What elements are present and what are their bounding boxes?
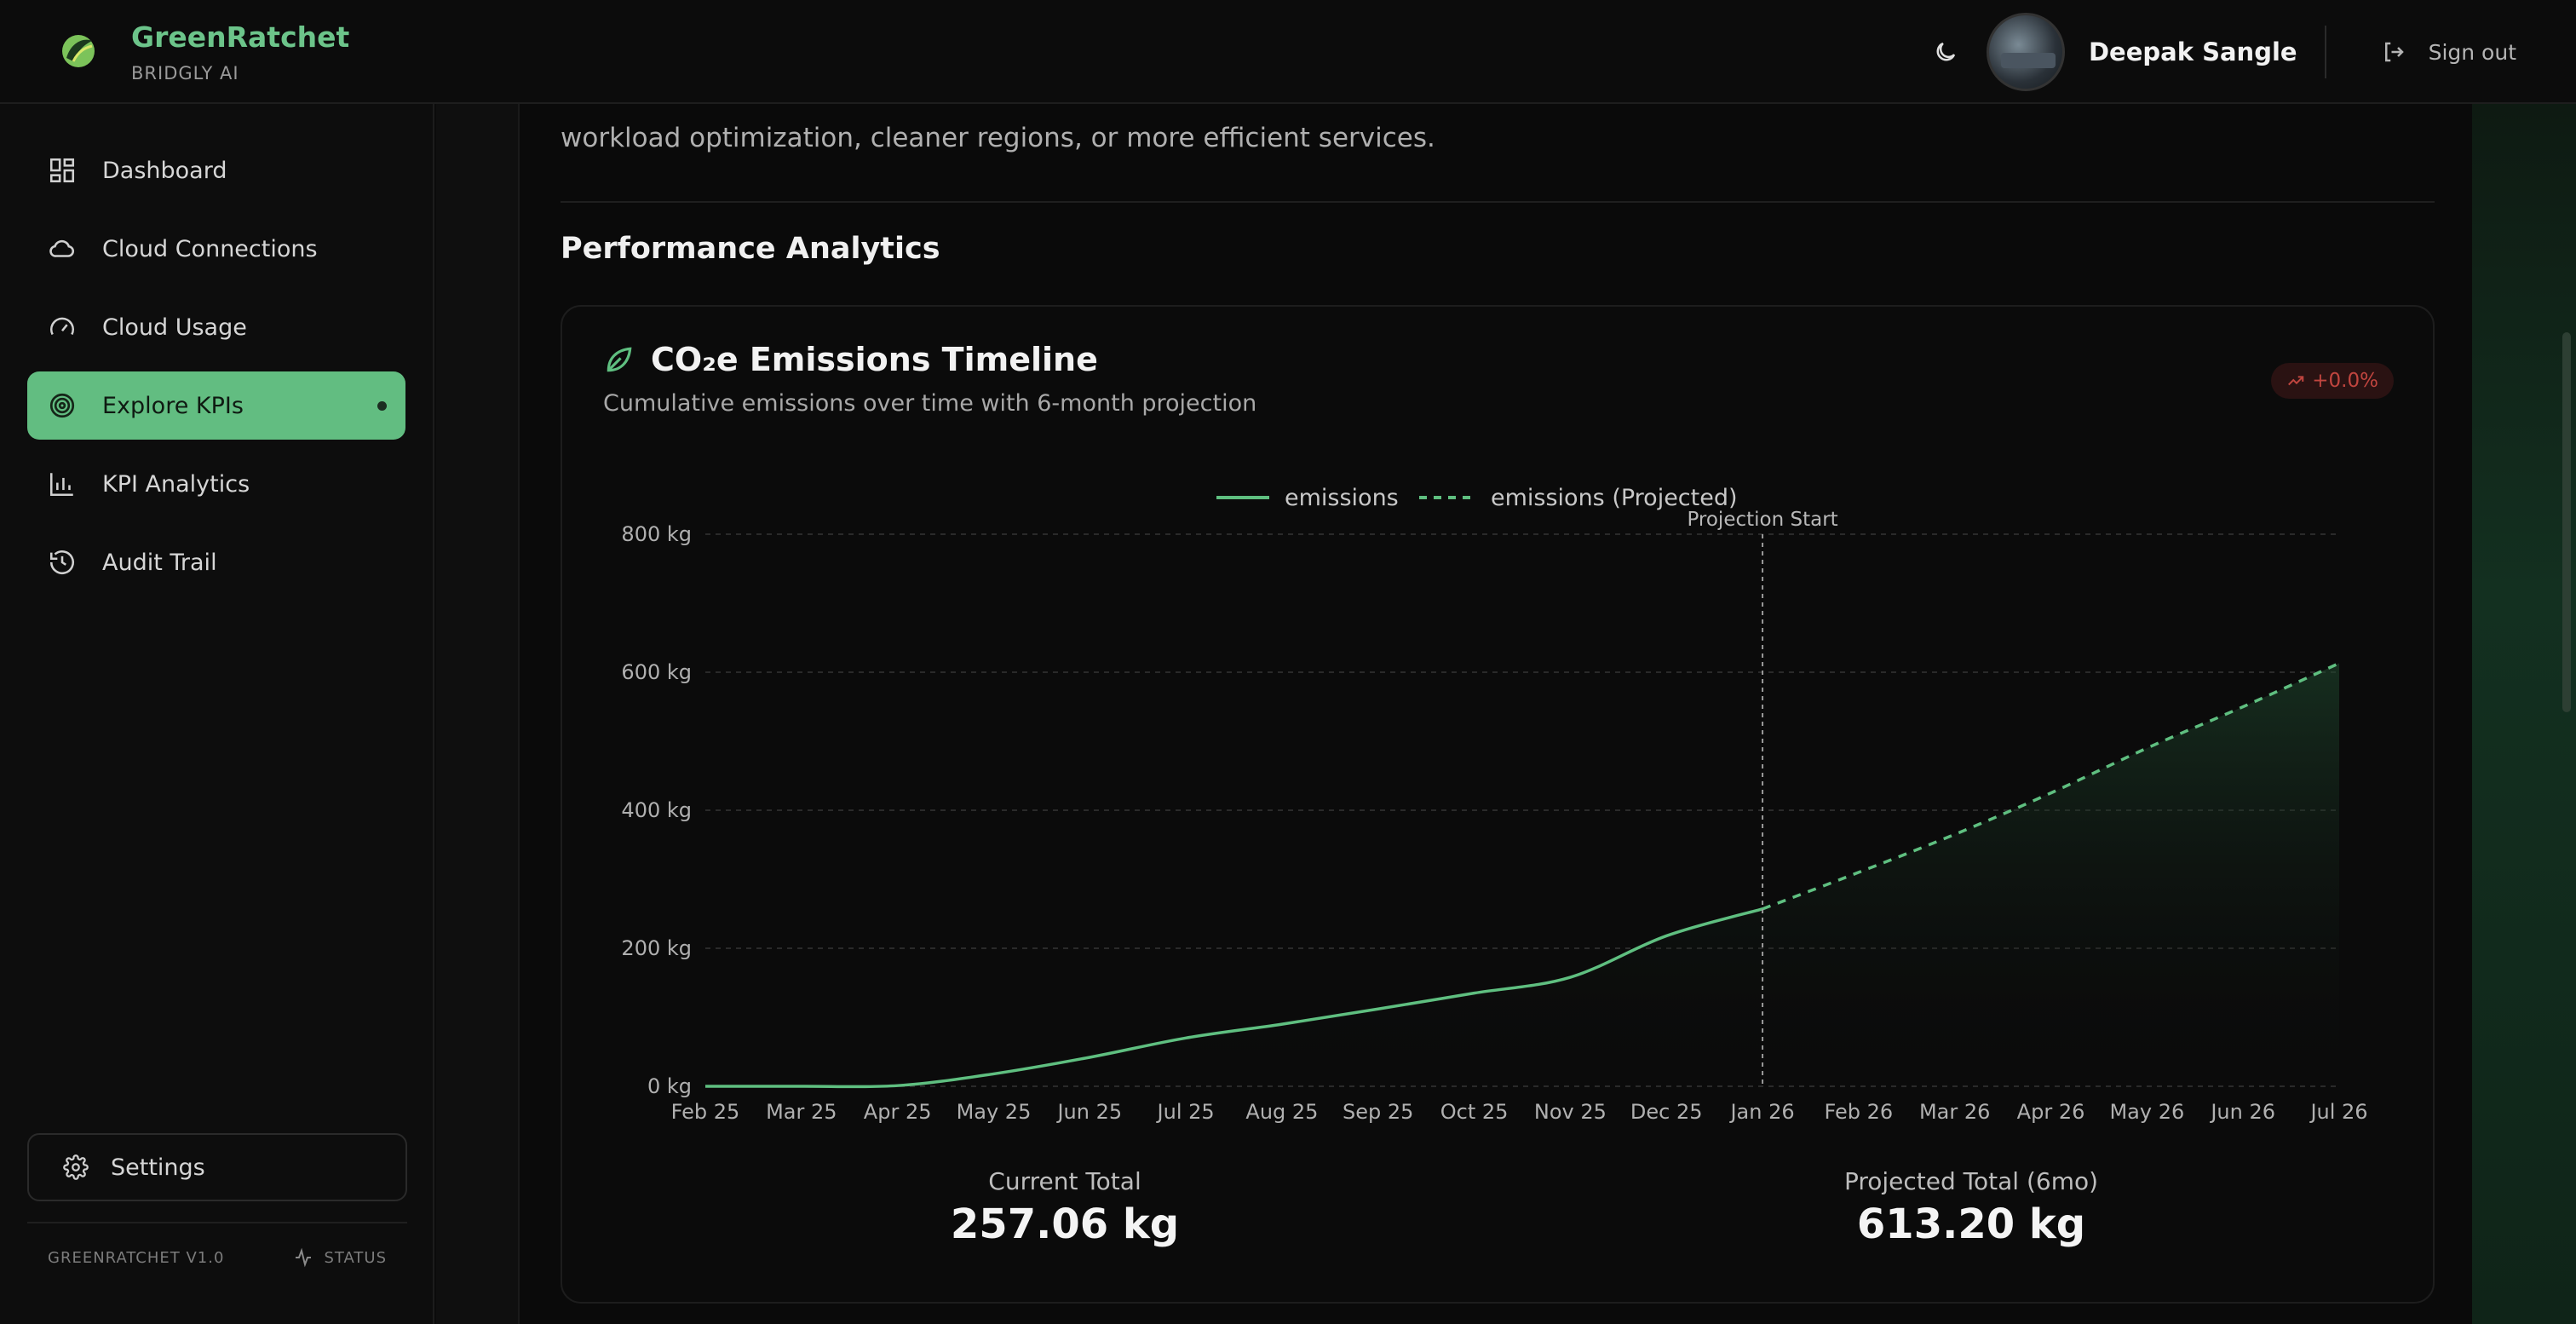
x-tick-label: Dec 25 xyxy=(1630,1100,1703,1124)
sidebar-item-kpi-analytics[interactable]: KPI Analytics xyxy=(27,450,405,518)
x-tick-label: May 26 xyxy=(2109,1100,2184,1124)
gear-icon xyxy=(63,1154,89,1180)
y-tick-label: 400 kg xyxy=(621,798,692,822)
x-tick-label: Nov 25 xyxy=(1534,1100,1607,1124)
sign-out-button[interactable]: Sign out xyxy=(2381,39,2516,65)
x-tick-label: Sep 25 xyxy=(1343,1100,1413,1124)
brand-logo-icon xyxy=(62,35,95,67)
series-line-emissions xyxy=(704,907,1763,1089)
x-tick-label: Feb 26 xyxy=(1825,1100,1894,1124)
theme-toggle-button[interactable] xyxy=(1923,30,1968,74)
sidebar-item-cloud-connections[interactable]: Cloud Connections xyxy=(27,215,405,283)
section-title: Performance Analytics xyxy=(561,232,940,266)
projection-start-label: Projection Start xyxy=(1687,509,1837,531)
sidebar: Dashboard Cloud Connections Cloud Usage … xyxy=(0,104,434,1324)
brand-subtitle: BRIDGLY AI xyxy=(131,63,239,83)
sidebar-item-label: Cloud Connections xyxy=(102,235,318,262)
totals-row: Current Total 257.06 kg Projected Total … xyxy=(562,1167,2436,1287)
card-title: CO₂e Emissions Timeline xyxy=(651,341,1098,378)
x-tick-label: Feb 25 xyxy=(671,1100,740,1124)
trend-badge: +0.0% xyxy=(2271,363,2394,399)
current-total: Current Total 257.06 kg xyxy=(894,1167,1235,1248)
log-out-icon xyxy=(2384,42,2404,62)
card-subtitle: Cumulative emissions over time with 6-mo… xyxy=(603,390,1257,417)
projected-total: Projected Total (6mo) 613.20 kg xyxy=(1767,1167,2176,1248)
header-divider xyxy=(2324,26,2326,78)
scrollbar-thumb[interactable] xyxy=(2562,332,2571,712)
x-tick-label: Jul 25 xyxy=(1156,1100,1215,1124)
sidebar-item-label: Dashboard xyxy=(102,157,227,184)
sidebar-nav: Dashboard Cloud Connections Cloud Usage … xyxy=(0,104,433,596)
moon-icon xyxy=(1936,42,1956,61)
sidebar-item-audit-trail[interactable]: Audit Trail xyxy=(27,528,405,596)
leaf-icon xyxy=(607,347,632,372)
sidebar-item-label: Explore KPIs xyxy=(102,392,244,419)
active-indicator-dot xyxy=(377,401,387,411)
content-gutter xyxy=(436,104,520,1324)
x-tick-label: Apr 26 xyxy=(2017,1100,2085,1124)
y-tick-label: 800 kg xyxy=(621,522,692,546)
y-tick-label: 600 kg xyxy=(621,660,692,684)
current-total-label: Current Total xyxy=(988,1167,1141,1195)
x-tick-label: Mar 25 xyxy=(766,1100,837,1124)
emissions-chart: 0 kg 200 kg 400 kg 600 kg 800 kg Feb 25 Mar 25… xyxy=(621,485,2367,1124)
emissions-card: CO₂e Emissions Timeline Cumulative emiss… xyxy=(561,305,2435,1304)
series-line-emissions-projected xyxy=(1762,661,2340,911)
x-tick-label: Jun 26 xyxy=(2209,1100,2275,1124)
brand[interactable]: GreenRatchet BRIDGLY AI xyxy=(0,19,349,83)
sidebar-item-dashboard[interactable]: Dashboard xyxy=(27,136,405,204)
activity-icon xyxy=(296,1247,312,1268)
dashboard-icon xyxy=(49,158,75,183)
trend-value: +0.0% xyxy=(2312,370,2378,392)
x-tick-label: May 25 xyxy=(957,1100,1032,1124)
y-tick-label: 0 kg xyxy=(647,1074,692,1098)
x-tick-label: Apr 25 xyxy=(864,1100,932,1124)
sign-out-label: Sign out xyxy=(2428,39,2516,65)
avatar[interactable] xyxy=(1986,13,2065,91)
status-label: STATUS xyxy=(324,1248,387,1267)
intro-text: workload optimization, cleaner regions, … xyxy=(561,123,1435,153)
right-panel-edge xyxy=(2472,104,2576,1324)
gauge-icon xyxy=(49,317,75,336)
sidebar-item-label: Cloud Usage xyxy=(102,314,247,341)
legend-label-emissions: emissions xyxy=(1285,485,1399,511)
x-tick-label: Jun 25 xyxy=(1055,1100,1122,1124)
emissions-area xyxy=(705,663,2339,1087)
current-total-value: 257.06 kg xyxy=(950,1200,1180,1248)
x-tick-label: Jul 26 xyxy=(2309,1100,2367,1124)
status-link[interactable]: STATUS xyxy=(293,1247,387,1268)
brand-name: GreenRatchet xyxy=(131,20,350,54)
sidebar-footer: GREENRATCHET V1.0 STATUS xyxy=(27,1222,407,1273)
x-tick-label: Oct 25 xyxy=(1440,1100,1509,1124)
top-header: GreenRatchet BRIDGLY AI Deepak Sangle Si… xyxy=(0,0,2576,104)
app-version: GREENRATCHET V1.0 xyxy=(48,1248,225,1267)
settings-label: Settings xyxy=(111,1154,205,1181)
legend-label-emissions-projected: emissions (Projected) xyxy=(1491,485,1738,511)
x-tick-label: Jan 26 xyxy=(1728,1100,1794,1124)
projected-total-value: 613.20 kg xyxy=(1856,1200,2086,1248)
main-content: workload optimization, cleaner regions, … xyxy=(520,104,2472,1324)
x-tick-label: Mar 26 xyxy=(1919,1100,1990,1124)
target-icon xyxy=(49,393,75,418)
user-name: Deepak Sangle xyxy=(2088,37,2297,66)
projected-total-label: Projected Total (6mo) xyxy=(1843,1167,2099,1195)
sidebar-item-explore-kpis[interactable]: Explore KPIs xyxy=(27,371,405,440)
bar-chart-icon xyxy=(49,473,73,497)
sidebar-item-label: KPI Analytics xyxy=(102,470,250,498)
x-tick-label: Aug 25 xyxy=(1245,1100,1318,1124)
settings-button[interactable]: Settings xyxy=(27,1133,407,1201)
sidebar-item-label: Audit Trail xyxy=(102,549,217,576)
section-divider xyxy=(561,201,2435,203)
y-tick-label: 200 kg xyxy=(621,936,692,960)
trending-up-icon xyxy=(2288,376,2304,386)
cloud-icon xyxy=(49,239,75,257)
history-icon xyxy=(49,550,75,575)
sidebar-item-cloud-usage[interactable]: Cloud Usage xyxy=(27,293,405,361)
